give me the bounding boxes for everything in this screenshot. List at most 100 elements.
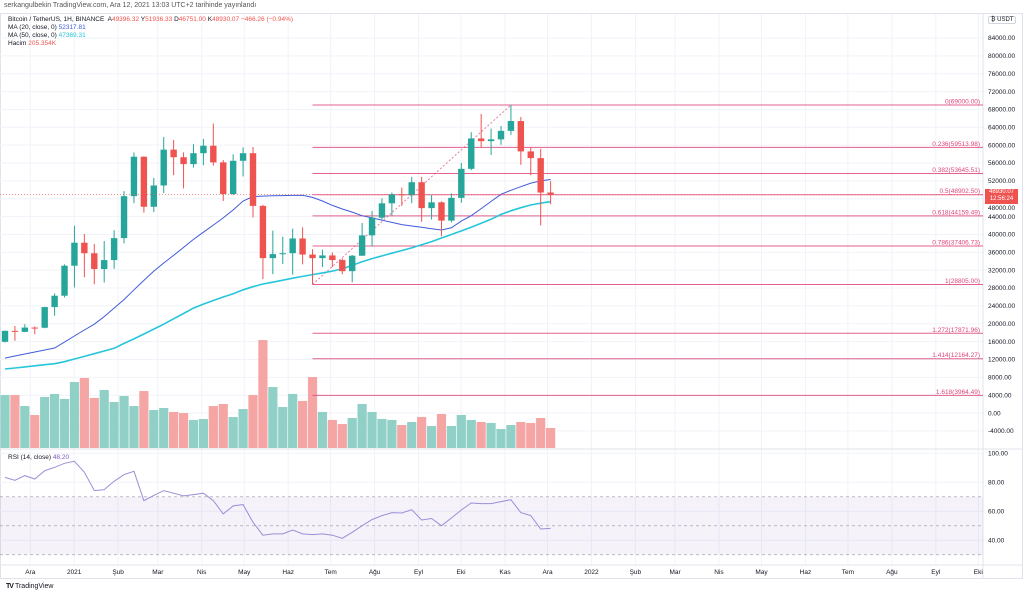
rsi-axis-label: 80.00 bbox=[988, 480, 1005, 487]
volume-bars bbox=[0, 340, 556, 448]
candle bbox=[507, 104, 515, 135]
price-axis-label: 40000.00 bbox=[988, 232, 1015, 239]
volume-bar bbox=[278, 407, 288, 448]
volume-bar bbox=[20, 406, 30, 448]
brand-name: TradingView bbox=[14, 583, 54, 590]
high-value: 51936.33 bbox=[145, 16, 173, 23]
volume-bar bbox=[387, 419, 397, 448]
rsi-value: 48.20 bbox=[52, 454, 70, 461]
volume-bar bbox=[536, 418, 546, 448]
fib-level-label: 0(69000.00) bbox=[945, 98, 980, 105]
candle bbox=[41, 306, 48, 329]
candle bbox=[477, 113, 485, 148]
rsi-legend[interactable]: RSI (14, close) 48.20 bbox=[8, 454, 69, 461]
fib-retracement: 0(69000.00) 0.236(59513.98) 0.382(53645.51… bbox=[312, 98, 983, 396]
grid bbox=[0, 14, 983, 565]
chart-frame bbox=[0, 13, 1023, 579]
candle bbox=[150, 178, 157, 213]
candle bbox=[259, 204, 267, 280]
volume-value: 205.354K bbox=[28, 40, 57, 47]
price-axis-label: 28000.00 bbox=[988, 285, 1015, 292]
candle bbox=[537, 148, 544, 226]
volume-bar bbox=[466, 419, 476, 448]
tradingview-logo[interactable]: TV TradingView bbox=[6, 583, 53, 590]
candle bbox=[368, 210, 376, 247]
candle-body bbox=[438, 202, 445, 221]
candle-body bbox=[130, 156, 138, 197]
volume-bar bbox=[307, 377, 318, 448]
candle-body bbox=[150, 185, 157, 207]
price-axis-label: 52000.00 bbox=[988, 178, 1015, 185]
time-axis-label: Nis bbox=[197, 569, 207, 576]
candle-body bbox=[41, 307, 48, 328]
legend-ma50[interactable]: MA (50, close, 0) 47369.31 bbox=[8, 32, 293, 40]
candle bbox=[51, 293, 58, 316]
time-axis-label: Ara bbox=[25, 569, 36, 576]
candle bbox=[110, 230, 118, 269]
time-axis-label: Haz bbox=[282, 569, 294, 576]
candle bbox=[329, 252, 336, 268]
volume-bar bbox=[377, 418, 387, 448]
candle-body bbox=[91, 253, 98, 270]
candle bbox=[220, 159, 227, 201]
candle bbox=[31, 326, 38, 335]
open-value: 49396.32 bbox=[111, 16, 140, 23]
volume-bar bbox=[546, 428, 556, 448]
candle bbox=[527, 147, 534, 176]
rsi-axis-label: 40.00 bbox=[988, 538, 1005, 545]
candle-body bbox=[200, 145, 207, 154]
currency-label: USDT bbox=[997, 17, 1014, 23]
volume-bar bbox=[188, 419, 199, 448]
volume-bar bbox=[40, 396, 50, 448]
volume-label: Hacim bbox=[8, 40, 27, 47]
candle-body bbox=[259, 205, 267, 259]
candle bbox=[160, 136, 167, 193]
ma20-value: 52317.81 bbox=[58, 24, 86, 31]
volume-bar bbox=[347, 418, 357, 448]
symbol-name[interactable]: Bitcoin / TetherUS, 1H, BINANCE bbox=[8, 16, 105, 23]
candle-body bbox=[339, 260, 346, 272]
last-price-label: 48930.07 12:56:24 bbox=[985, 189, 1018, 204]
time-axis-label: Ağu bbox=[369, 569, 381, 576]
high-prefix: Y bbox=[140, 16, 146, 23]
candle-body bbox=[239, 153, 247, 161]
candle-body bbox=[21, 327, 29, 332]
candle bbox=[428, 195, 435, 220]
candle bbox=[1, 330, 9, 343]
volume-bar bbox=[526, 422, 536, 448]
ma50-label: MA (50, close, 0) bbox=[8, 32, 57, 39]
candle-body bbox=[170, 149, 177, 158]
candle-body bbox=[269, 254, 277, 259]
legend-volume[interactable]: Hacim 205.354K bbox=[8, 40, 293, 48]
candle bbox=[249, 146, 257, 218]
volume-bar bbox=[208, 406, 218, 448]
volume-bar bbox=[288, 393, 298, 448]
fib-level-label: 0.5(48902.50) bbox=[940, 188, 980, 195]
price-axis-label: 8000.00 bbox=[988, 375, 1012, 382]
time-axis-label: Tem bbox=[842, 569, 854, 576]
chart-legend: Bitcoin / TetherUS, 1H, BINANCE A49396.3… bbox=[8, 16, 293, 48]
candle bbox=[487, 128, 495, 155]
price-axis-label: 4000.00 bbox=[988, 392, 1012, 399]
candle bbox=[517, 117, 525, 165]
candle bbox=[81, 234, 88, 278]
bar-countdown: 12:56:24 bbox=[989, 196, 1014, 202]
fib-level-label: 0.236(59513.98) bbox=[932, 141, 980, 148]
legend-ma20[interactable]: MA (20, close, 0) 52317.81 bbox=[8, 24, 293, 32]
candle bbox=[458, 163, 465, 203]
volume-bar bbox=[139, 391, 149, 448]
price-axis-label: 36000.00 bbox=[988, 250, 1015, 257]
time-axis-label: Tem bbox=[325, 569, 337, 576]
volume-bar bbox=[218, 403, 228, 448]
candle bbox=[408, 176, 415, 204]
volume-bar bbox=[496, 429, 506, 448]
time-axis-label: Şub bbox=[630, 569, 642, 576]
candle-body bbox=[388, 194, 396, 204]
currency-selector[interactable]: ₿ USDT bbox=[988, 16, 1017, 24]
price-axis-label: 84000.00 bbox=[988, 35, 1015, 42]
fib-level-label: 1.272(17871.96) bbox=[932, 327, 980, 334]
volume-bar bbox=[327, 419, 337, 448]
published-caption: serkangulbekin TradingView.com, Ara 12, … bbox=[4, 2, 257, 9]
time-axis-label: Eki bbox=[974, 569, 983, 576]
